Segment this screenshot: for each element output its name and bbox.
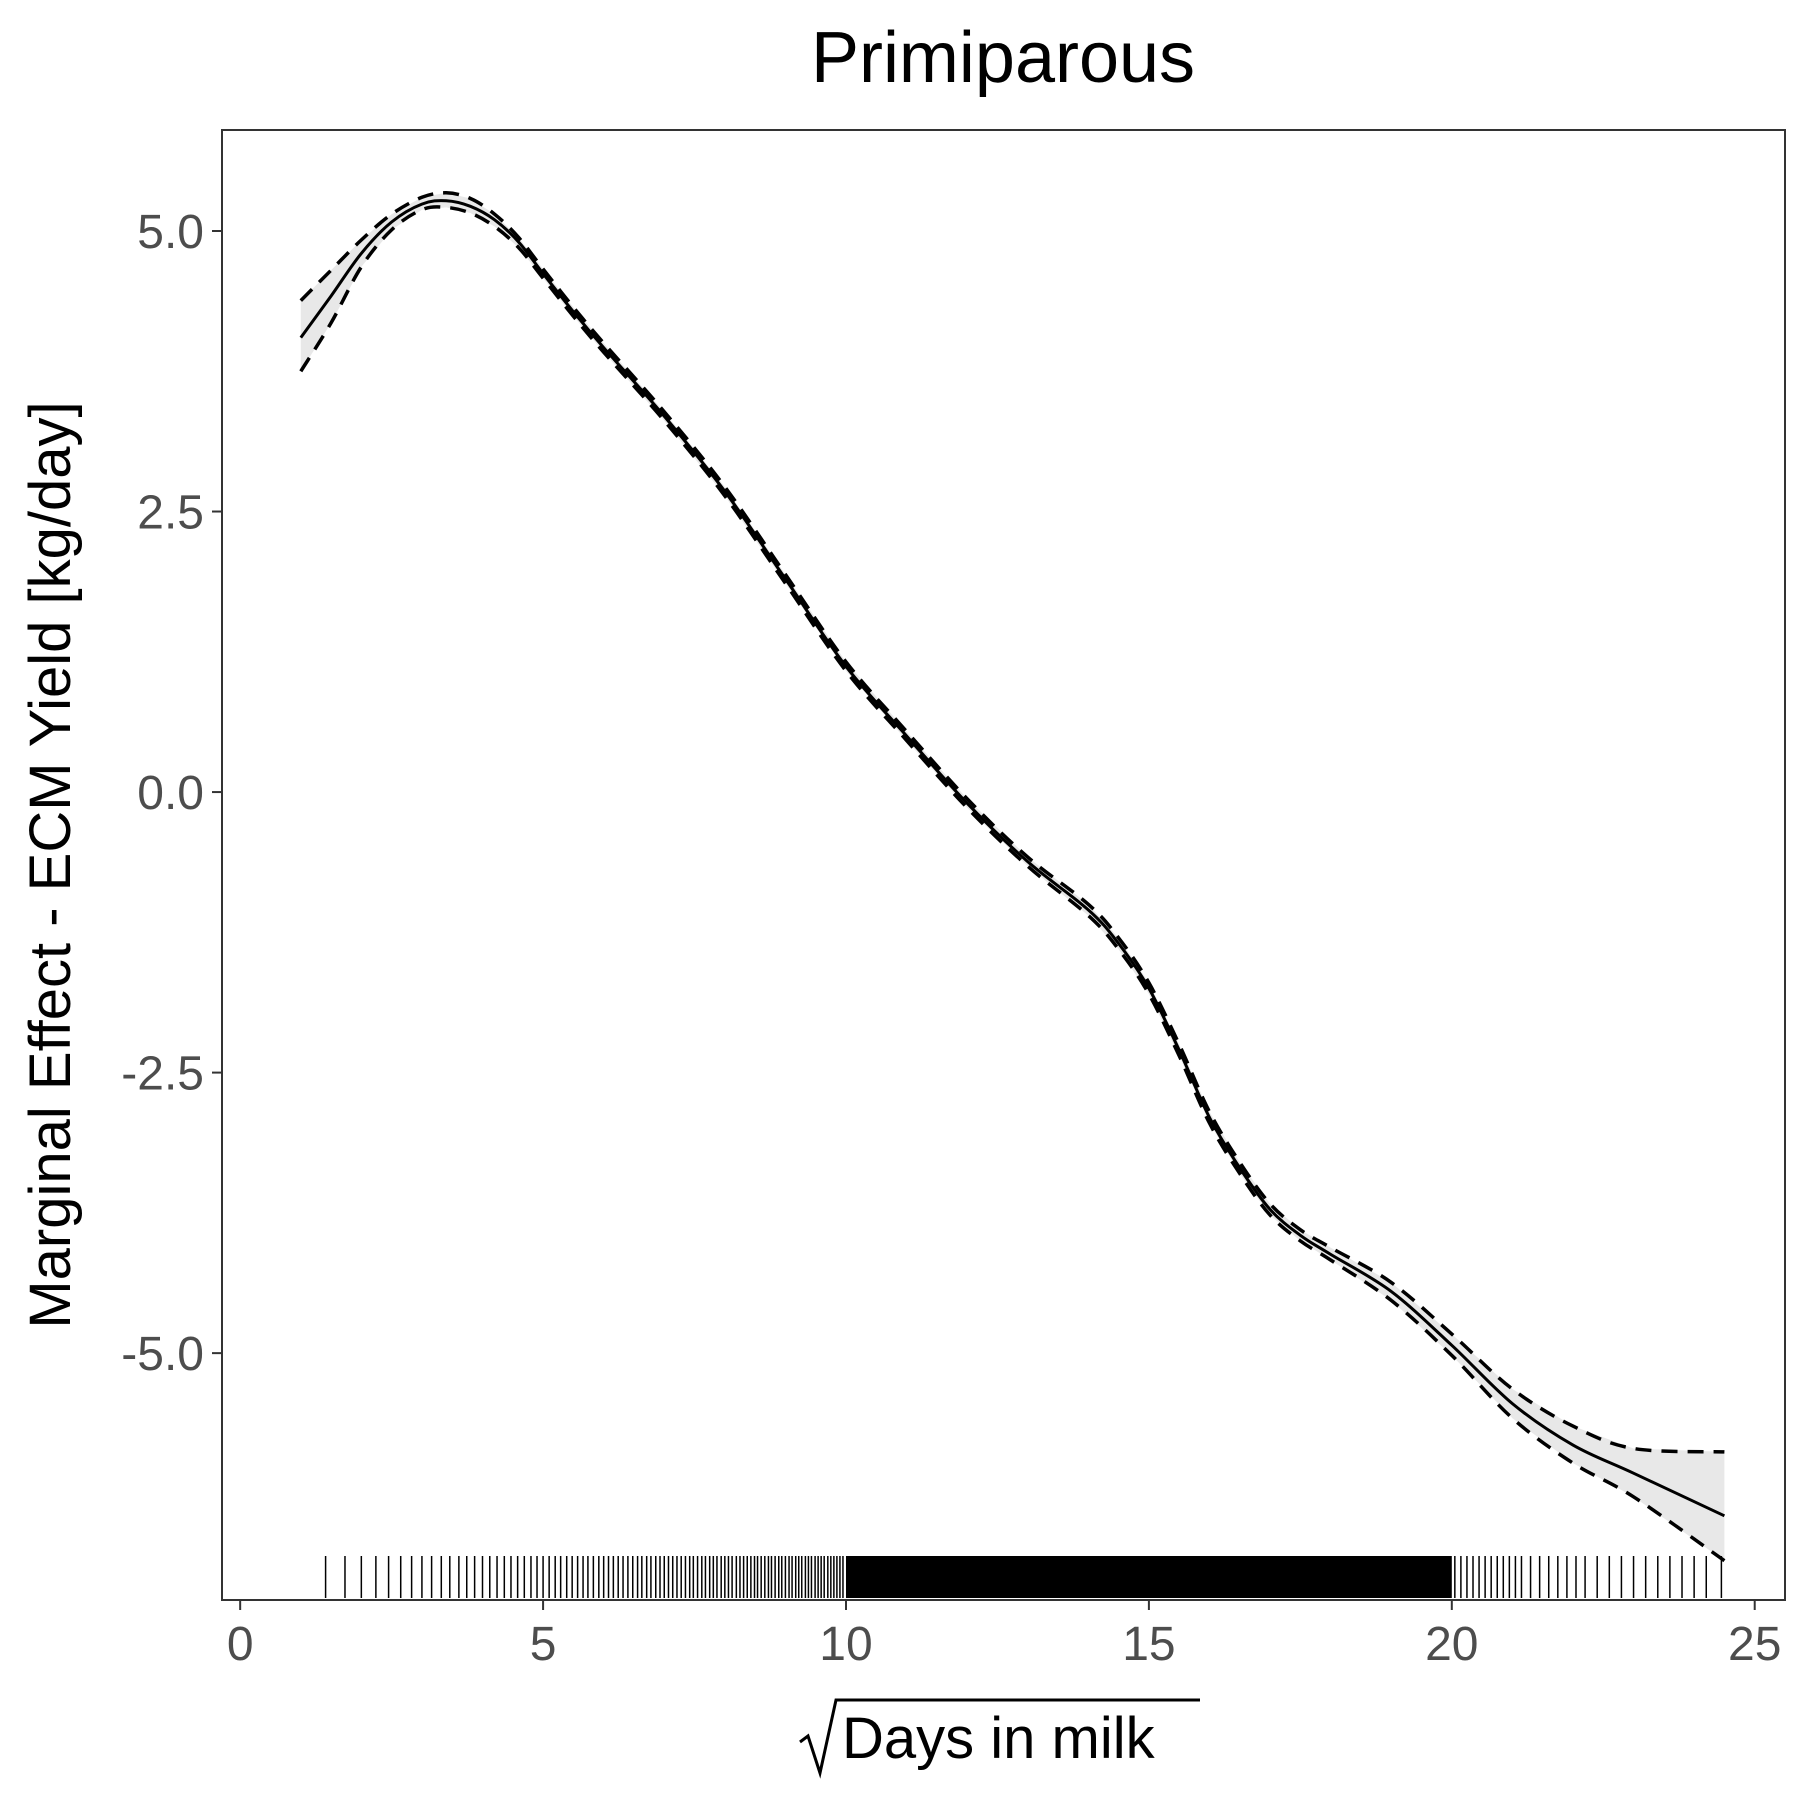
- series-lower-bound-line: [299, 205, 1726, 1563]
- x-axis: 0 5 10 15 20 25: [227, 1600, 1781, 1671]
- x-tick-label: 10: [819, 1618, 872, 1671]
- y-tick-label: -2.5: [121, 1048, 204, 1101]
- y-tick-label: -5.0: [121, 1328, 204, 1381]
- x-tick-label: 25: [1728, 1618, 1781, 1671]
- plot-area: [299, 191, 1726, 1598]
- chart-title: Primiparous: [811, 18, 1195, 98]
- series-estimate-line: [299, 199, 1726, 1518]
- x-axis-title-text: Days in milk: [842, 1706, 1156, 1771]
- rug-dense-block: [845, 1556, 1452, 1598]
- plot-frame: [221, 129, 1786, 1601]
- confidence-band: [300, 192, 1725, 1561]
- x-axis-title: Days in milk: [799, 1698, 1200, 1779]
- x-tick-label: 20: [1425, 1618, 1478, 1671]
- y-axis-title: Marginal Effect - ECM Yield [kg/day]: [18, 401, 83, 1328]
- y-tick-label: 5.0: [137, 206, 204, 259]
- x-tick-label: 15: [1122, 1618, 1175, 1671]
- x-tick-label: 5: [530, 1618, 557, 1671]
- sqrt-symbol: [799, 1698, 1200, 1779]
- y-tick-label: 0.0: [137, 767, 204, 820]
- x-tick-label: 0: [227, 1618, 254, 1671]
- series-upper-bound-line: [299, 191, 1725, 1454]
- rug: [324, 1556, 1723, 1598]
- y-axis: 5.0 2.5 0.0 -2.5 -5.0: [121, 206, 222, 1381]
- y-tick-label: 2.5: [137, 487, 204, 540]
